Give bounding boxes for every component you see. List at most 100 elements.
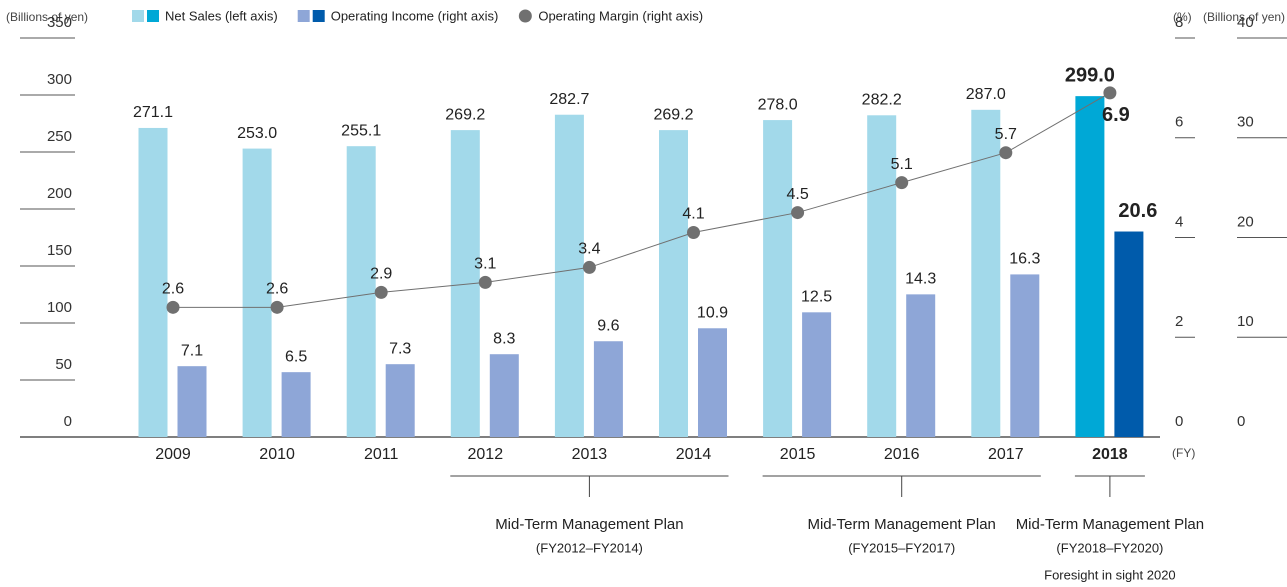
margin-point — [687, 226, 700, 240]
bar — [659, 130, 688, 437]
plan-note: Foresight in sight 2020 — [1044, 567, 1176, 582]
bar — [867, 115, 897, 438]
y2-tick-label: 8 — [1175, 14, 1183, 31]
plan-title: Mid-Term Management Plan — [495, 516, 683, 533]
margin-point — [166, 300, 180, 314]
data-label: 16.3 — [1009, 251, 1040, 268]
data-label: 2.9 — [370, 266, 392, 283]
data-label: 287.0 — [966, 86, 1006, 103]
y-tick-label: 300 — [47, 71, 72, 88]
data-label: 3.4 — [578, 241, 600, 258]
legend-label: Operating Income (right axis) — [331, 8, 499, 23]
data-label: 5.1 — [891, 156, 913, 173]
y2-tick-label: 6 — [1175, 114, 1183, 131]
y2-axis-label: (%) — [1173, 10, 1192, 24]
bar — [242, 148, 272, 437]
legend-label: Operating Margin (right axis) — [538, 8, 703, 23]
data-label: 269.2 — [445, 106, 485, 123]
legend-swatch — [132, 10, 144, 22]
data-label: 10.9 — [697, 304, 728, 321]
bar — [346, 146, 376, 437]
y-tick-label: 50 — [55, 356, 72, 373]
margin-point — [999, 146, 1013, 160]
data-label: 9.6 — [597, 317, 619, 334]
y-tick-label: 250 — [47, 128, 72, 145]
data-label: 299.0 — [1065, 64, 1115, 86]
y-tick-label: 150 — [47, 242, 72, 259]
bar — [802, 312, 832, 437]
y-tick-label: 100 — [47, 299, 72, 316]
legend-swatch — [297, 10, 310, 22]
data-label: 7.1 — [181, 342, 203, 359]
y3-tick-label: 0 — [1237, 413, 1245, 430]
data-label: 271.1 — [133, 104, 173, 121]
data-label: 278.0 — [758, 96, 798, 113]
bar — [1114, 231, 1144, 437]
bar — [281, 372, 311, 437]
margin-point — [374, 285, 388, 299]
plan-period: (FY2012–FY2014) — [536, 540, 643, 555]
data-label: 20.6 — [1118, 200, 1157, 222]
bar — [971, 109, 1001, 437]
x-tick-label: 2018 — [1092, 446, 1128, 463]
bar — [489, 354, 519, 437]
data-label: 255.1 — [341, 122, 381, 139]
bar — [385, 364, 415, 437]
y2-tick-label: 4 — [1175, 213, 1183, 230]
bar — [138, 127, 168, 438]
y-axis-label: (Billions of yen) — [6, 10, 88, 24]
bar — [593, 341, 623, 437]
margin-point — [582, 260, 596, 274]
bar — [554, 114, 584, 438]
x-tick-label: 2015 — [780, 446, 816, 463]
y-tick-label: 200 — [47, 185, 72, 202]
y-tick-label: 0 — [64, 413, 72, 430]
data-label: 4.5 — [786, 186, 808, 203]
margin-point — [1103, 86, 1117, 100]
x-tick-label: 2009 — [155, 446, 191, 463]
data-label: 2.6 — [162, 281, 184, 298]
data-label: 5.7 — [995, 126, 1017, 143]
bar — [906, 294, 936, 437]
data-label: 12.5 — [801, 289, 832, 306]
data-label: 4.1 — [682, 206, 704, 223]
legend-swatch — [518, 9, 532, 23]
x-tick-label: 2012 — [468, 446, 504, 463]
y3-tick-label: 30 — [1237, 114, 1254, 131]
margin-point — [270, 300, 284, 314]
y3-tick-label: 40 — [1237, 14, 1254, 31]
data-label: 8.3 — [493, 330, 515, 347]
plan-title: Mid-Term Management Plan — [807, 516, 995, 533]
plan-period: (FY2015–FY2017) — [848, 540, 955, 555]
legend-label: Net Sales (left axis) — [165, 8, 278, 23]
x-tick-label: 2014 — [676, 446, 712, 463]
y2-tick-label: 2 — [1175, 313, 1183, 330]
bar — [177, 366, 207, 437]
x-tick-label: 2016 — [884, 446, 920, 463]
x-tick-label: 2011 — [364, 446, 399, 463]
data-label: 282.2 — [862, 92, 902, 109]
data-label: 269.2 — [653, 106, 693, 123]
plan-title: Mid-Term Management Plan — [1016, 516, 1204, 533]
bar — [1010, 274, 1040, 437]
data-label: 6.9 — [1102, 104, 1130, 126]
bar — [1075, 96, 1105, 437]
margin-point — [895, 176, 909, 190]
y3-axis-label: (Billions of yen) — [1203, 10, 1285, 24]
y3-tick-label: 10 — [1237, 313, 1254, 330]
x-axis-label: (FY) — [1172, 446, 1195, 460]
margin-point — [478, 275, 492, 289]
y3-tick-label: 20 — [1237, 213, 1254, 230]
data-label: 14.3 — [905, 271, 936, 288]
y2-tick-label: 0 — [1175, 413, 1183, 430]
x-tick-label: 2010 — [259, 446, 295, 463]
bar — [698, 328, 727, 437]
data-label: 253.0 — [237, 125, 277, 142]
x-tick-label: 2013 — [572, 446, 608, 463]
margin-point — [791, 206, 805, 220]
bar — [763, 120, 793, 437]
margin-line — [173, 92, 1111, 308]
y-tick-label: 350 — [47, 14, 72, 31]
x-tick-label: 2017 — [988, 446, 1024, 463]
